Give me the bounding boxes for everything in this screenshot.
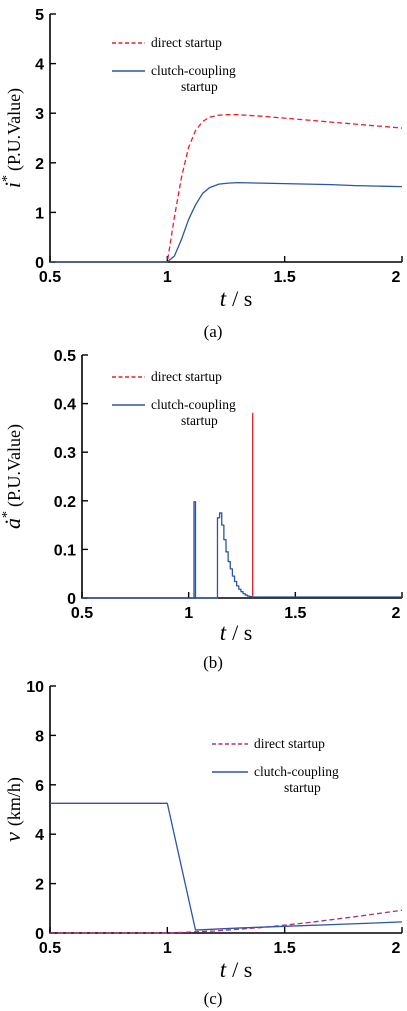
- legend-label: startup: [181, 413, 218, 428]
- series-line-clutch-coupling-startup: [82, 501, 402, 599]
- y-tick-label: 8: [35, 728, 44, 745]
- figure-caption: (a): [204, 322, 223, 341]
- figure-caption: (c): [204, 989, 223, 1008]
- chart-panel-b: 0 0.1 0.2 0.3 0.4 0.5 0.5 1 1.5 2 direct startup cl…: [0, 348, 403, 672]
- y-tick-label: 3: [35, 106, 44, 123]
- figure-caption: (b): [203, 653, 223, 672]
- x-tick-label: 2: [392, 269, 401, 286]
- y-tick-label: 1: [35, 205, 44, 222]
- x-tick-label: 1: [163, 940, 172, 957]
- y-axis-title: ȧ*(P.U.Value): [0, 424, 25, 529]
- y-tick-label: 5: [35, 7, 44, 24]
- x-tick-label: 0.5: [71, 605, 93, 622]
- legend-label: direct startup: [151, 369, 222, 384]
- legend-label: direct startup: [254, 736, 325, 751]
- x-axis-title: t / s: [220, 957, 253, 982]
- x-tick-label: 1: [184, 605, 193, 622]
- x-tick-label: 1.5: [274, 269, 296, 286]
- series-line-direct-startup: [50, 909, 403, 934]
- y-tick-label: 0.2: [54, 494, 76, 511]
- x-tick-label: 1.5: [284, 605, 306, 622]
- y-tick-label: 0.5: [54, 348, 76, 365]
- legend-label: clutch-coupling: [151, 63, 236, 78]
- legend-label: clutch-coupling: [151, 397, 236, 412]
- y-tick-label: 0: [35, 926, 44, 943]
- y-tick-label: 0: [67, 591, 76, 608]
- y-axis-title: v(km/h): [0, 777, 25, 842]
- y-tick-label: 0: [35, 255, 44, 272]
- legend-label: startup: [284, 780, 321, 795]
- chart-panel-a: 0 1 2 3 4 5 0.5 1 1.5 2 direct startup clutch-coupl…: [0, 7, 403, 341]
- y-tick-label: 2: [35, 877, 44, 894]
- y-tick-label: 0.3: [54, 445, 76, 462]
- x-tick-label: 0.5: [39, 269, 61, 286]
- y-tick-label: 0.4: [54, 397, 76, 414]
- y-tick-label: 10: [26, 679, 44, 696]
- y-tick-label: 2: [35, 156, 44, 173]
- legend-label: clutch-coupling: [254, 764, 339, 779]
- y-tick-label: 6: [35, 778, 44, 795]
- chart-panel-c: 0 2 4 6 8 10 0.5 1 1.5 2 direct startup clutch-coup…: [0, 679, 403, 1008]
- x-tick-label: 2: [392, 940, 401, 957]
- y-tick-label: 4: [35, 827, 44, 844]
- y-tick-label: 4: [35, 57, 44, 74]
- x-tick-label: 1: [163, 269, 172, 286]
- y-tick-label: 0.1: [54, 542, 76, 559]
- x-tick-label: 1.5: [274, 940, 296, 957]
- series-line-direct-startup: [50, 114, 403, 263]
- series-line-clutch-coupling-startup: [50, 802, 403, 931]
- legend-label: direct startup: [151, 35, 222, 50]
- x-axis-title: t / s: [220, 286, 253, 311]
- series-line-clutch-coupling-startup: [50, 181, 403, 263]
- x-axis-title: t / s: [220, 620, 253, 645]
- x-tick-label: 0.5: [39, 940, 61, 957]
- legend-label: startup: [181, 79, 218, 94]
- x-tick-label: 2: [392, 605, 401, 622]
- y-axis-title: i*(P.U.Value): [0, 88, 25, 188]
